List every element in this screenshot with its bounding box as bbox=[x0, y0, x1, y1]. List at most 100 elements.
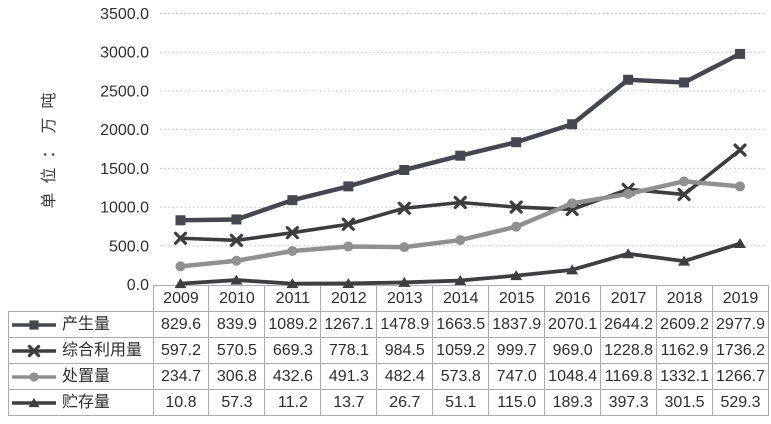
series-comprehensive-utilization-marker bbox=[229, 233, 244, 247]
value-cell: 2070.1 bbox=[544, 311, 602, 338]
value-cell: 669.3 bbox=[264, 337, 322, 364]
year-header-cell: 2012 bbox=[320, 285, 378, 312]
legend-marker-disposal-icon bbox=[12, 371, 56, 382]
series-production-marker bbox=[679, 77, 690, 88]
series-disposal-marker bbox=[231, 255, 242, 266]
value-cell: 397.3 bbox=[600, 389, 658, 416]
series-production bbox=[175, 48, 746, 226]
data-table: 2009 2010 2011 2012 2013 2014 2015 2016 2017 2018… bbox=[8, 285, 769, 416]
series-disposal-marker bbox=[455, 235, 466, 246]
value-cell: 1267.1 bbox=[320, 311, 378, 338]
value-cell: 301.5 bbox=[656, 389, 714, 416]
value-cell: 1736.2 bbox=[712, 337, 769, 364]
value-cell: 189.3 bbox=[544, 389, 602, 416]
y-tick-label: 3000.0 bbox=[100, 45, 149, 62]
year-header-cell: 2016 bbox=[544, 285, 602, 312]
series-storage-marker bbox=[454, 275, 467, 286]
series-storage-marker bbox=[230, 274, 243, 285]
value-cell: 234.7 bbox=[152, 363, 210, 390]
value-cell: 1162.9 bbox=[656, 337, 714, 364]
value-cell: 11.2 bbox=[264, 389, 322, 416]
series-comprehensive-utilization-marker bbox=[621, 182, 635, 196]
series-disposal-marker bbox=[679, 176, 690, 187]
y-tick-label: 2000.0 bbox=[100, 122, 149, 139]
series-production-marker bbox=[175, 215, 186, 226]
series-storage bbox=[174, 238, 747, 289]
series-disposal-marker bbox=[399, 242, 410, 253]
series-comprehensive-utilization-marker bbox=[285, 226, 299, 240]
series-comprehensive-utilization-marker bbox=[509, 200, 523, 214]
y-tick-label: 1000.0 bbox=[100, 200, 149, 217]
value-cell: 573.8 bbox=[432, 363, 490, 390]
series-production-marker bbox=[623, 74, 634, 85]
legend-cell-production: 产生量 bbox=[8, 311, 154, 338]
series-disposal-marker bbox=[511, 221, 522, 232]
value-cell: 839.9 bbox=[208, 311, 266, 338]
series-production-marker bbox=[287, 195, 298, 206]
year-header-cell: 2018 bbox=[656, 285, 714, 312]
value-cell: 984.5 bbox=[376, 337, 434, 364]
series-disposal-marker bbox=[287, 246, 298, 257]
series-production-marker bbox=[567, 119, 578, 130]
series-production-marker bbox=[511, 137, 522, 148]
series-comprehensive-utilization-marker bbox=[397, 201, 411, 215]
series-disposal-marker bbox=[343, 241, 354, 252]
series-storage-marker bbox=[510, 270, 523, 281]
value-cell: 1332.1 bbox=[656, 363, 714, 390]
blank-corner-cell bbox=[9, 286, 154, 312]
value-cell: 26.7 bbox=[376, 389, 434, 416]
value-cell: 1048.4 bbox=[544, 363, 602, 390]
line-chart: 3500.0 3000.0 2500.0 2000.0 1500.0 1000.0 500.… bbox=[100, 6, 766, 292]
value-cell: 969.0 bbox=[544, 337, 602, 364]
series-disposal-marker bbox=[623, 188, 634, 199]
series-comprehensive-utilization-marker bbox=[565, 202, 579, 217]
table-row-comprehensive-utilization: 综合利用量 597.2 570.5 669.3 778.1 984.5 1059.2 999.… bbox=[8, 337, 769, 364]
series-comprehensive-utilization-marker bbox=[173, 231, 188, 245]
series-label: 贮存量 bbox=[62, 394, 111, 411]
series-label: 处置量 bbox=[62, 368, 111, 385]
table-row-storage: 贮存量 10.8 57.3 11.2 13.7 26.7 51.1 115.0 189.3 397… bbox=[8, 389, 769, 416]
series-disposal-line bbox=[180, 179, 741, 269]
series-production-marker bbox=[343, 181, 354, 192]
value-cell: 491.3 bbox=[320, 363, 378, 390]
value-cell: 747.0 bbox=[488, 363, 546, 390]
series-comprehensive-utilization-marker bbox=[677, 187, 691, 202]
series-storage-marker bbox=[622, 248, 635, 259]
legend-marker-production-icon bbox=[12, 319, 56, 330]
value-cell: 51.1 bbox=[432, 389, 490, 416]
value-cell: 115.0 bbox=[488, 389, 546, 416]
value-cell: 2977.9 bbox=[712, 311, 769, 338]
year-header-cell: 2015 bbox=[488, 285, 546, 312]
series-comprehensive-utilization-marker bbox=[453, 195, 467, 210]
value-cell: 1478.9 bbox=[376, 311, 434, 338]
year-header-cell: 2019 bbox=[712, 285, 769, 312]
legend-cell-comprehensive-utilization: 综合利用量 bbox=[8, 337, 154, 364]
year-header-cell: 2010 bbox=[208, 285, 266, 312]
value-cell: 306.8 bbox=[208, 363, 266, 390]
year-header-cell: 2011 bbox=[264, 285, 322, 312]
series-production-marker bbox=[735, 48, 746, 59]
y-tick-label: 1500.0 bbox=[100, 161, 149, 178]
table-row-disposal: 处置量 234.7 306.8 432.6 491.3 482.4 573.8 747.0 10… bbox=[8, 363, 769, 390]
table-row-production: 产生量 829.6 839.9 1089.2 1267.1 1478.9 1663.5 183… bbox=[8, 311, 769, 338]
value-cell: 1059.2 bbox=[432, 337, 490, 364]
series-label: 综合利用量 bbox=[62, 342, 143, 359]
value-cell: 13.7 bbox=[320, 389, 378, 416]
value-cell: 57.3 bbox=[208, 389, 266, 416]
value-cell: 1169.8 bbox=[600, 363, 658, 390]
year-header-cell: 2013 bbox=[376, 285, 434, 312]
value-cell: 570.5 bbox=[208, 337, 266, 364]
value-cell: 1228.8 bbox=[600, 337, 658, 364]
series-storage-marker bbox=[734, 238, 747, 249]
series-disposal-marker bbox=[735, 181, 746, 192]
legend-marker-storage-icon bbox=[12, 397, 56, 407]
value-cell: 1089.2 bbox=[264, 311, 322, 338]
value-cell: 10.8 bbox=[152, 389, 210, 416]
y-tick-label: 500.0 bbox=[109, 238, 149, 255]
series-production-marker bbox=[399, 164, 410, 175]
year-header-cell: 2017 bbox=[600, 285, 658, 312]
series-comprehensive-utilization-marker bbox=[733, 143, 747, 157]
year-header-cell: 2009 bbox=[152, 285, 210, 312]
table-header-row: 2009 2010 2011 2012 2013 2014 2015 2016 2017 2018… bbox=[9, 285, 769, 312]
